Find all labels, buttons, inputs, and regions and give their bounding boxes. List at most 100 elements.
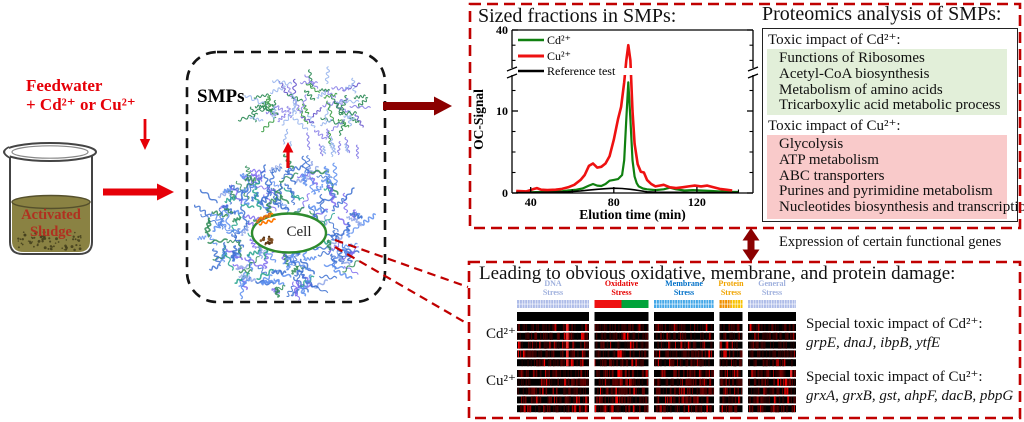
cu-impact-header: Toxic impact of Cu²⁺: (768, 118, 901, 134)
beaker-to-smps-arrow-head (157, 183, 174, 201)
expression-double-arrow-head-bottom (742, 249, 760, 262)
cd-impact-header: Toxic impact of Cd²⁺: (768, 32, 901, 48)
heatmap-strip-cu (517, 396, 589, 404)
y-tick-label: 40 (496, 23, 508, 37)
heatmap-strip-cd (517, 350, 589, 358)
heatmap-strip-cd (748, 350, 796, 358)
heatmap-strip-cu (654, 405, 714, 413)
smps-label: SMPs (197, 86, 245, 107)
y-axis-label: OC-Signal (471, 89, 486, 150)
proteomics-title: Proteomics analysis of SMPs: (762, 3, 1002, 25)
list-item: Nucleotides biosynthesis and transcripti… (779, 199, 1024, 216)
bright-streak (566, 332, 569, 340)
stress-bar (594, 300, 622, 308)
heatmap-strip-cu (594, 378, 649, 386)
granule (261, 237, 266, 242)
heatmap-strip-cu (748, 378, 796, 386)
heatmap-strip-cu (748, 405, 796, 413)
heatmap-strip-cu (517, 378, 589, 386)
stress-group-label: Stress (543, 288, 563, 297)
list-item: Tricarboxylic acid metabolic process (779, 97, 1001, 114)
y-tick-label: 0 (502, 186, 508, 200)
cd-gene-list: grpE, dnaJ, ibpB, ytfE (806, 335, 941, 351)
cu-impact-list: Glycolysis ATP metabolism ABC transporte… (767, 135, 1024, 219)
series-1 (516, 81, 739, 194)
feedwater-label: Feedwater + Cd²⁺ or Cu²⁺ (26, 76, 136, 114)
heatmap-strip-cd (719, 324, 743, 331)
x-axis-label: Elution time (min) (579, 207, 686, 222)
bright-streak (566, 341, 569, 349)
list-item: Purines and pyrimidine metabolism (779, 183, 993, 200)
heatmap-strip-cd (719, 350, 743, 358)
heatmap-strip-cd (748, 341, 796, 349)
list-item: Acetyl-CoA biosynthesis (779, 65, 930, 82)
heatmap-strip-cd (594, 359, 649, 367)
granule (270, 241, 274, 244)
heatmap-strip-cd (594, 341, 649, 349)
heatmap-strip-cu (594, 396, 649, 404)
feedwater-arrow-head (139, 139, 151, 150)
heatmap-strip-cd (594, 350, 649, 358)
heatmap-strip-cu (594, 405, 649, 413)
cell-label: Cell (286, 224, 312, 240)
beaker-illustration (3, 142, 97, 255)
heatmap-strip-cd (719, 341, 743, 349)
heatmap-strip-cu (654, 378, 714, 386)
heatmap-row-label-cu: Cu²⁺ (486, 373, 516, 389)
heatmap-strip-cu (748, 396, 796, 404)
legend-label: Reference test (547, 64, 616, 78)
cd-impact-list: Functions of Ribosomes Acetyl-CoA biosyn… (767, 49, 1007, 115)
proteomics-panel: Toxic impact of Cd²⁺: Functions of Ribos… (762, 28, 1024, 222)
heatmap-strip-cd (748, 324, 796, 331)
heatmap-strip-cd (594, 332, 649, 340)
heatmap-strip-cu (748, 370, 796, 377)
stress-group-label: Oxidative (605, 279, 639, 288)
heatmap-strip-cd (748, 332, 796, 340)
heatmap-strip-cd (654, 359, 714, 367)
heatmap-strip-cu (594, 387, 649, 395)
heatmap-strip-cd (719, 359, 743, 367)
heatmap-strip-cd (594, 324, 649, 331)
heatmap-strip-cd (654, 350, 714, 358)
stress-group-label: Stress (611, 288, 631, 297)
heatmap-strip-cu (719, 387, 743, 395)
cd-special-impact-note: Special toxic impact of Cd²⁺: grpE, dnaJ… (806, 315, 1021, 353)
legend-label: Cd²⁺ (547, 33, 571, 47)
cu-gene-list: grxA, grxB, gst, ahpF, dacB, pbpG (806, 388, 1014, 404)
heatmap-strip-cd (654, 324, 714, 331)
y-tick-label: 10 (496, 104, 508, 118)
list-item: Functions of Ribosomes (779, 50, 925, 66)
list-item: ATP metabolism (779, 151, 879, 168)
sludge-liquid (12, 202, 90, 252)
x-tick-label: 40 (525, 195, 537, 209)
cd-note-title: Special toxic impact of Cd²⁺: (806, 316, 983, 332)
heatmap-strip-cu (719, 378, 743, 386)
stress-group-label: General (758, 279, 786, 288)
granule (264, 241, 268, 245)
granule (267, 237, 271, 241)
beaker-rim-inner (11, 145, 89, 159)
heatmap-strip-cd (517, 341, 589, 349)
stress-group-label: DNA (544, 279, 562, 288)
legend-label: Cu²⁺ (547, 49, 571, 63)
bright-streak (566, 359, 569, 367)
beaker-spout (3, 146, 11, 159)
heatmap-strip-cd (748, 359, 796, 367)
stress-group-label: Stress (674, 288, 694, 297)
heatmap-strip-cd (517, 332, 589, 340)
heatmap-strip-cu (719, 405, 743, 413)
heatmap-strip-cd (517, 359, 589, 367)
beaker-outline (9, 154, 93, 255)
sludge-surface (11, 194, 91, 210)
heatmap-strip-cu (594, 370, 649, 377)
heatmap-header-strip (654, 312, 714, 321)
stress-group-label: Stress (762, 288, 782, 297)
list-item: ABC transporters (779, 167, 885, 184)
cu-special-impact-note: Special toxic impact of Cu²⁺: grxA, grxB… (806, 368, 1021, 406)
heatmap-strip-cd (719, 332, 743, 340)
feedwater-line1: Feedwater (26, 76, 103, 95)
smp-molecules (237, 66, 371, 160)
list-item: Metabolism of amino acids (779, 81, 943, 98)
